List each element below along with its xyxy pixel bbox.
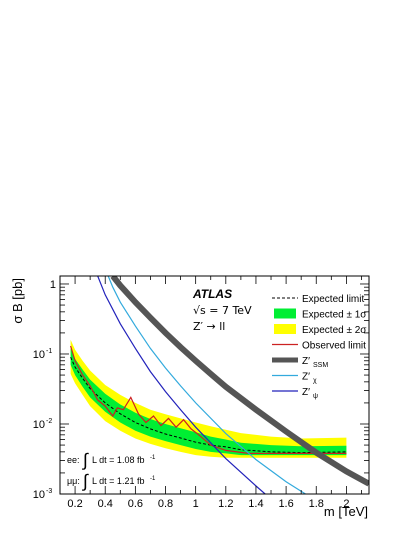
y-axis-label: σ B [pb] [10,278,25,324]
x-tick-label: 1.4 [248,498,263,510]
legend-label-observed: Observed limit [302,341,366,352]
legend-label-ssm: Z′ [302,356,310,367]
lumi-ee-text: L dt = 1.08 fb [92,455,144,465]
process-label: Z′ → ll [193,320,225,333]
zprime-psi-line [97,276,314,494]
observed-limit-line [70,345,347,454]
x-tick-label: 0.2 [67,498,82,510]
expected-limit-line [70,356,347,454]
x-tick-label: 1.8 [309,498,324,510]
lumi-ee-channel: ee: [67,455,80,465]
legend-sub-chi: χ [313,378,317,385]
zprime-chi-line [107,276,339,494]
band-1sigma [70,348,347,456]
atlas-label: ATLAS [192,287,232,301]
x-tick-label: 0.8 [158,498,173,510]
lumi-mumu-channel: μμ: [67,476,80,486]
lumi-ee-exp: -1 [150,455,156,461]
legend-swatch-2sigma [274,324,296,334]
integral-icon: ∫ [81,450,89,470]
luminosity-mumu: μμ: ∫ L dt = 1.21 fb -1 [67,471,156,491]
x-axis-label: m [TeV] [324,504,368,519]
legend-sub-psi: ψ [313,393,318,400]
x-tick-label: 0.4 [98,498,113,510]
energy-label: √s = 7 TeV [193,304,252,317]
axis-ticks [59,276,369,495]
luminosity-ee: ee: ∫ L dt = 1.08 fb -1 [67,450,156,470]
limit-curves [70,276,369,494]
legend-label-band1: Expected ± 1σ [302,310,367,321]
x-tick-labels: 0.2 0.4 0.6 0.8 1 1.2 1.4 1.6 1.8 2 [67,498,349,510]
y-tick-label: 10 [33,349,45,361]
y-tick-labels: 110-110-210-3 [33,279,56,501]
lumi-mumu-exp: -1 [150,476,156,482]
legend-label-psi: Z′ [302,387,310,398]
x-tick-label: 1.6 [278,498,293,510]
legend-sub-ssm: SSM [313,362,328,369]
x-tick-label: 1 [193,498,199,510]
x-tick-label: 1.2 [218,498,233,510]
y-tick-label: 10 [33,419,45,431]
legend: Expected limit Expected ± 1σ Expected ± 2σ… [272,294,367,400]
legend-swatch-1sigma [274,308,296,319]
x-tick-label: 2 [343,498,349,510]
y-tick-label-exp: -1 [46,348,52,355]
y-tick-label: 1 [50,279,56,291]
y-tick-label: 10 [33,489,45,501]
legend-label-chi: Z′ [302,372,310,383]
expected-bands [70,339,347,458]
lumi-mumu-text: L dt = 1.21 fb [92,476,144,486]
x-tick-label: 0.6 [128,498,143,510]
zprime-ssm-line [110,276,369,487]
legend-label-expected: Expected limit [302,294,364,305]
legend-label-band2: Expected ± 2σ [302,325,367,336]
integral-icon: ∫ [81,471,89,491]
y-tick-label-exp: -3 [46,488,52,495]
plot-frame [59,275,370,495]
y-tick-label-exp: -2 [46,418,52,425]
